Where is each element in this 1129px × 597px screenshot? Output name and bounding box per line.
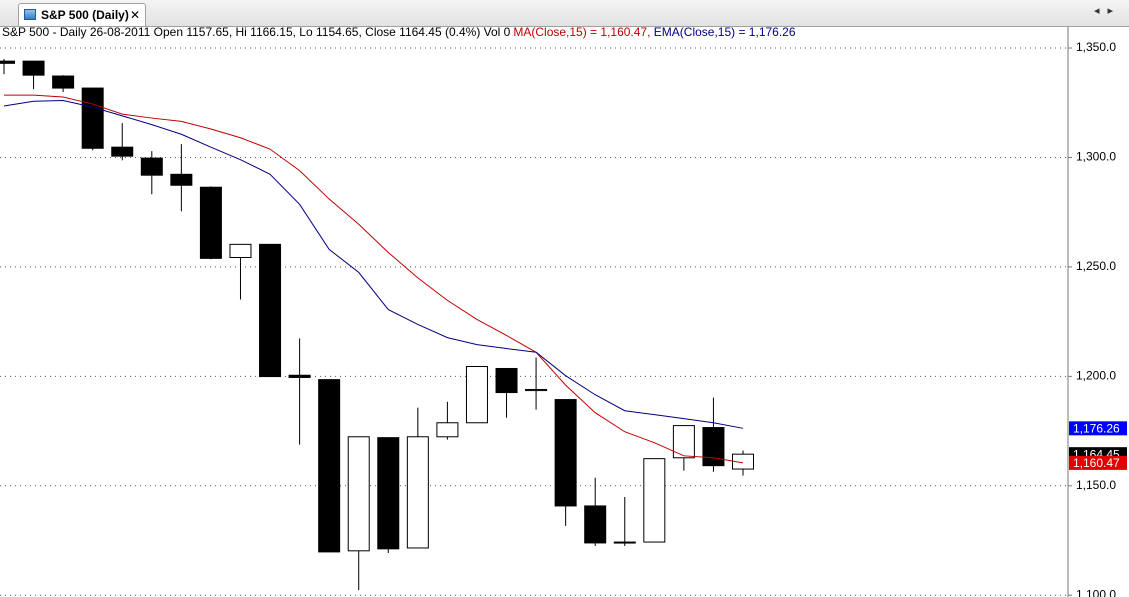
candle-body bbox=[229, 243, 252, 258]
candle-body bbox=[436, 422, 459, 438]
candle-body bbox=[672, 425, 695, 459]
candle-body bbox=[170, 173, 193, 186]
candle-body bbox=[495, 367, 518, 394]
candle-body bbox=[259, 243, 282, 378]
chart-header: S&P 500 - Daily 26-08-2011 Open 1157.65,… bbox=[2, 27, 796, 39]
candle-body bbox=[0, 60, 15, 64]
close-button[interactable]: ✕ bbox=[129, 8, 140, 22]
y-tick-label: 1,350.0 bbox=[1076, 40, 1116, 54]
candle-body bbox=[732, 453, 754, 470]
y-tick-label: 1,300.0 bbox=[1076, 150, 1116, 164]
candle-body bbox=[465, 366, 488, 424]
chart: S&P 500 - Daily 26-08-2011 Open 1157.65,… bbox=[0, 27, 1127, 597]
candle-body bbox=[199, 186, 222, 259]
y-tick-label: 1,100.0 bbox=[1076, 587, 1116, 597]
indicator-line bbox=[3, 100, 744, 429]
candle-body bbox=[347, 436, 370, 552]
tab-bar: S&P 500 (Daily) ✕ ◂▸ bbox=[0, 0, 1129, 27]
candle-body bbox=[52, 75, 75, 89]
candle-body bbox=[81, 87, 104, 149]
scroll-arrows[interactable]: ◂▸ bbox=[1093, 5, 1121, 17]
candle-body bbox=[584, 505, 607, 544]
candle-body bbox=[643, 458, 666, 543]
tab-title: S&P 500 (Daily) bbox=[41, 8, 129, 22]
candle-body bbox=[406, 436, 429, 549]
candle-body bbox=[140, 157, 163, 176]
price-tag bbox=[1069, 455, 1127, 470]
header-info: S&P 500 - Daily 26-08-2011 Open 1157.65,… bbox=[2, 27, 511, 39]
candle-body bbox=[377, 437, 400, 550]
chart-tab[interactable]: S&P 500 (Daily) ✕ bbox=[18, 3, 146, 26]
candle-body bbox=[525, 388, 548, 392]
candle-body bbox=[111, 146, 134, 157]
price-tag bbox=[1069, 421, 1127, 436]
y-tick-label: 1,200.0 bbox=[1076, 369, 1116, 383]
candle-body bbox=[702, 427, 725, 467]
candle-body bbox=[554, 399, 577, 507]
candle-body bbox=[22, 60, 45, 76]
candle-body bbox=[288, 374, 311, 378]
candle-body bbox=[318, 379, 341, 553]
price-tag-label: 1,160.47 bbox=[1073, 456, 1120, 470]
price-tag-label: 1,176.26 bbox=[1073, 421, 1120, 435]
indicator-line bbox=[4, 94, 744, 464]
header-ema: EMA(Close,15) = 1,176.26 bbox=[650, 27, 795, 39]
y-tick-label: 1,250.0 bbox=[1076, 259, 1116, 273]
tab-icon bbox=[24, 9, 36, 20]
header-ma: MA(Close,15) = 1,160.47, bbox=[513, 27, 650, 39]
candle-body bbox=[613, 541, 636, 544]
y-tick-label: 1,150.0 bbox=[1076, 478, 1116, 492]
